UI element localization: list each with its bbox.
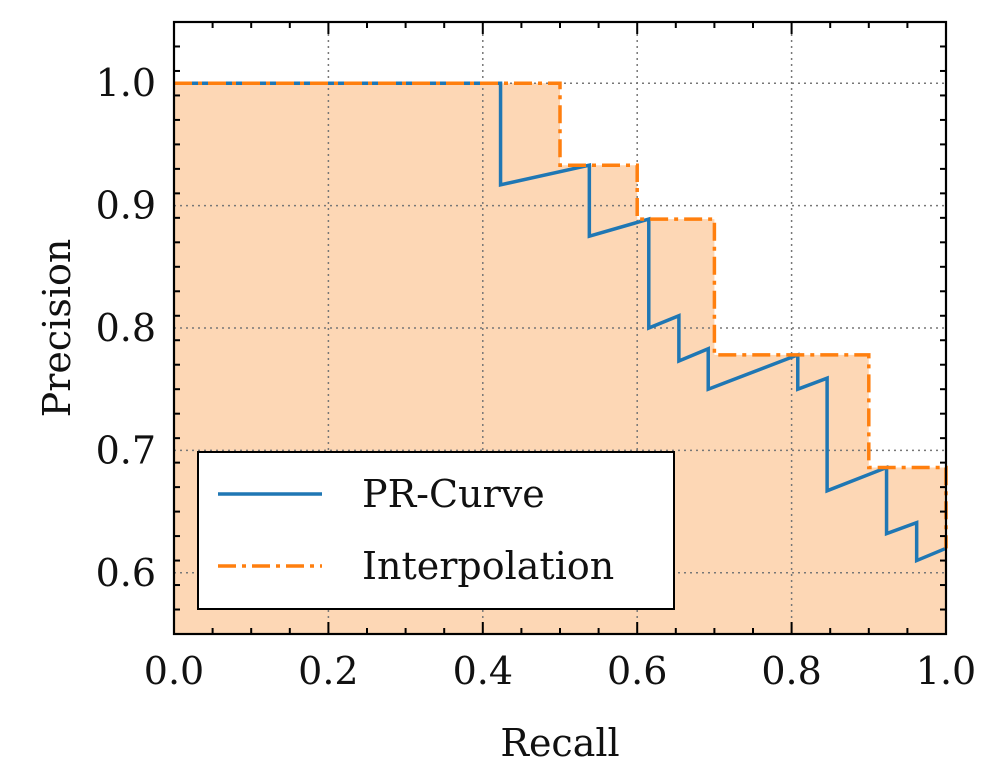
- y-tick-label: 0.7: [96, 428, 156, 472]
- axes-layer: [172, 20, 948, 636]
- x-axis-title: Recall: [500, 721, 619, 764]
- legend-box: [197, 451, 675, 610]
- series-line-interpolation: [174, 81, 948, 549]
- tick-label-layer: 0.0 0.2 0.4 0.6 0.8 1.0 0.6 0.7 0.8 0.9 1.0: [96, 61, 977, 693]
- y-tick-label: 0.9: [96, 184, 156, 228]
- legend: PR-Curve Interpolation: [197, 451, 675, 610]
- series-line-pr-curve: [174, 81, 947, 564]
- x-tick-label: 0.4: [453, 649, 513, 693]
- x-tick-label: 0.6: [607, 649, 667, 693]
- x-tick-label: 0.8: [761, 649, 821, 693]
- y-tick-label: 0.6: [96, 551, 156, 595]
- x-tick-label: 0.0: [144, 649, 204, 693]
- legend-label-interpolation: Interpolation: [362, 544, 614, 588]
- series-layer: [174, 81, 948, 564]
- x-tick-label: 1.0: [916, 649, 976, 693]
- x-tick-label: 0.2: [298, 649, 358, 693]
- legend-label-pr-curve: PR-Curve: [362, 472, 545, 516]
- y-axis-title: Precision: [35, 239, 79, 418]
- y-tick-label: 1.0: [96, 61, 156, 105]
- y-tick-label: 0.8: [96, 306, 156, 350]
